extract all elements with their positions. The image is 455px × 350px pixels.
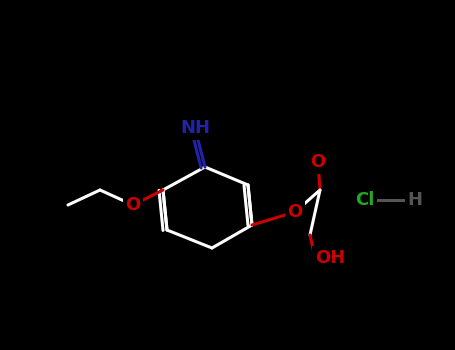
Text: H: H (408, 191, 423, 209)
Text: NH: NH (180, 119, 210, 137)
Text: Cl: Cl (355, 191, 374, 209)
Text: O: O (126, 196, 141, 214)
Text: O: O (310, 153, 326, 171)
Text: OH: OH (315, 249, 345, 267)
Text: O: O (288, 203, 303, 221)
